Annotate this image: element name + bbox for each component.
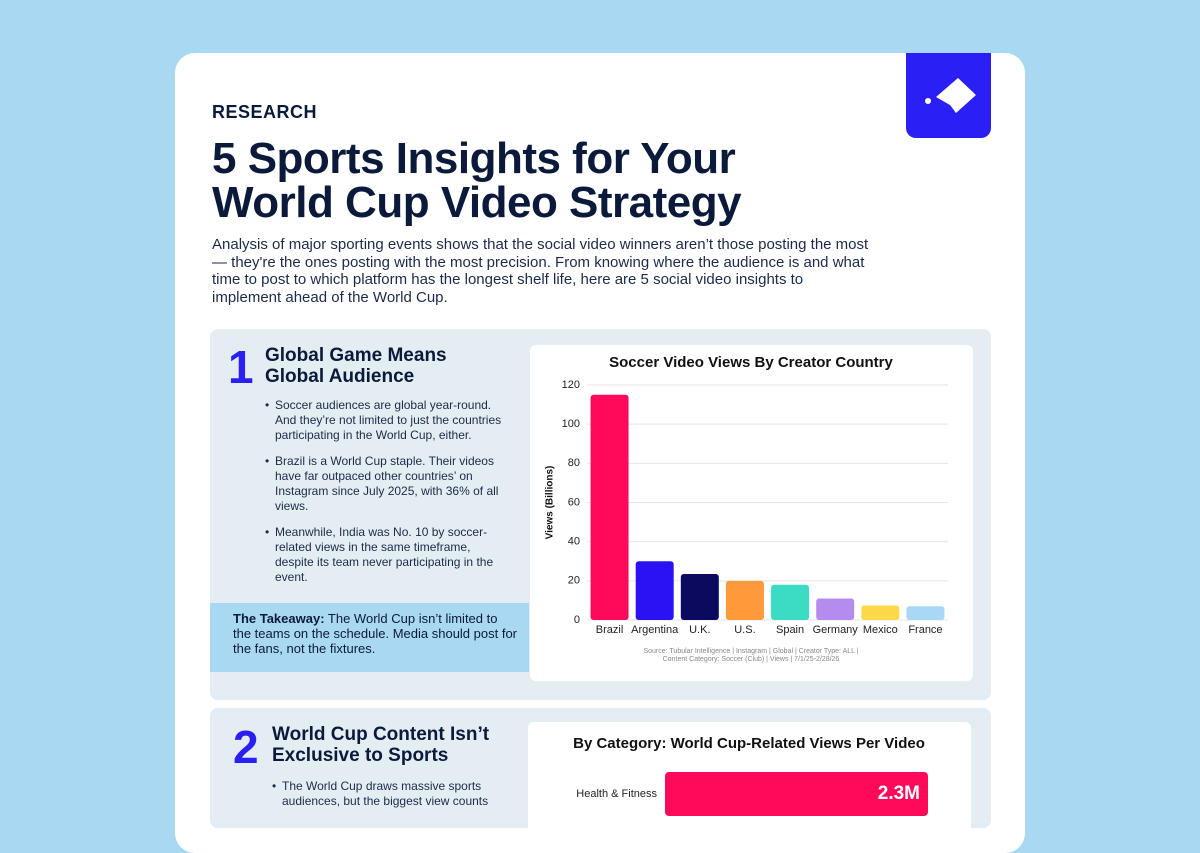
chart-card: By Category: World Cup-Related Views Per… — [528, 722, 971, 842]
x-tick-label: Mexico — [863, 624, 898, 636]
bullet-dot: • — [265, 525, 270, 539]
y-tick-label: 20 — [568, 575, 580, 587]
y-tick-label: 120 — [562, 379, 580, 391]
intro: Analysis of major sporting events shows … — [212, 236, 869, 306]
y-tick-label: 80 — [568, 457, 580, 469]
bullet: • Soccer audiences are global year-round.… — [265, 398, 511, 443]
y-tick-label: 100 — [562, 418, 580, 430]
x-tick-label: Argentina — [631, 624, 679, 636]
chart-title: Soccer Video Views By Creator Country — [609, 354, 893, 371]
bar — [861, 605, 900, 620]
kicker: RESEARCH — [212, 102, 318, 122]
bar — [771, 584, 810, 620]
bullet: • Meanwhile, India was No. 10 by soccer-r… — [265, 525, 511, 585]
bar — [906, 606, 945, 620]
bullet-text: The World Cup draws massive sports audie… — [282, 779, 489, 808]
x-tick-label: U.S. — [734, 624, 755, 636]
y-tick-label: 0 — [574, 614, 580, 626]
y-tick-label: 40 — [568, 536, 580, 548]
takeaway-text: The World Cup isn’t limited to the teams… — [233, 611, 518, 656]
takeaway: The Takeaway: The World Cup isn’t limite… — [233, 611, 518, 656]
x-tick-label: Germany — [813, 624, 859, 636]
bullet: • The World Cup draws massive sports audi… — [272, 779, 518, 809]
chart-title: By Category: World Cup-Related Views Per… — [573, 735, 925, 752]
x-tick-label: Spain — [776, 624, 804, 636]
logo-icon — [925, 78, 976, 113]
y-axis-label: Views (Billions) — [545, 466, 556, 540]
section-heading: Exclusive to Sports — [272, 745, 449, 766]
y-tick-label: Health & Fitness — [576, 788, 657, 800]
bullet: • Brazil is a World Cup staple. Their vid… — [265, 454, 511, 514]
source-note: Content Category: Soccer (Club) | Views … — [663, 656, 840, 663]
section-heading: Global Game Means — [265, 345, 447, 366]
section-heading: Global Audience — [265, 366, 415, 387]
bullet-dot: • — [272, 779, 277, 793]
logo — [906, 53, 991, 138]
bullet-text: Brazil is a World Cup staple. Their vide… — [275, 454, 499, 513]
bullet-text: Meanwhile, India was No. 10 by soccer-re… — [275, 525, 494, 584]
bullet-dot: • — [265, 398, 270, 412]
chart: By Category: World Cup-Related Views Per… — [573, 735, 928, 816]
chart: Soccer Video Views By Creator Country Vie… — [545, 354, 948, 663]
section-number: 2 — [233, 721, 259, 773]
bar — [680, 573, 719, 620]
section-heading: World Cup Content Isn’t — [272, 724, 490, 745]
x-tick-label: U.K. — [689, 624, 710, 636]
takeaway-label: The Takeaway: — [233, 611, 325, 626]
takeaway-box — [210, 603, 529, 672]
section-number: 1 — [228, 341, 254, 393]
bullet-dot: • — [265, 454, 270, 468]
bar — [590, 394, 629, 620]
bar — [725, 580, 764, 620]
title-line: World Cup Video Strategy — [212, 178, 742, 227]
page: {"header": {"label": "RESEARCH", "title"… — [175, 53, 1025, 853]
source-note: Source: Tubular Intelligence | Instagram… — [643, 648, 858, 655]
bullet-text: Soccer audiences are global year-round. … — [275, 398, 502, 442]
bar — [816, 598, 855, 620]
chart-card: Soccer Video Views By Creator Country Vie… — [530, 345, 973, 681]
bar — [635, 561, 674, 620]
title-line: 5 Sports Insights for Your — [212, 134, 736, 183]
value-label: 2.3M — [878, 783, 920, 804]
x-tick-label: France — [908, 624, 942, 636]
y-tick-label: 60 — [568, 496, 580, 508]
x-tick-label: Brazil — [596, 624, 624, 636]
